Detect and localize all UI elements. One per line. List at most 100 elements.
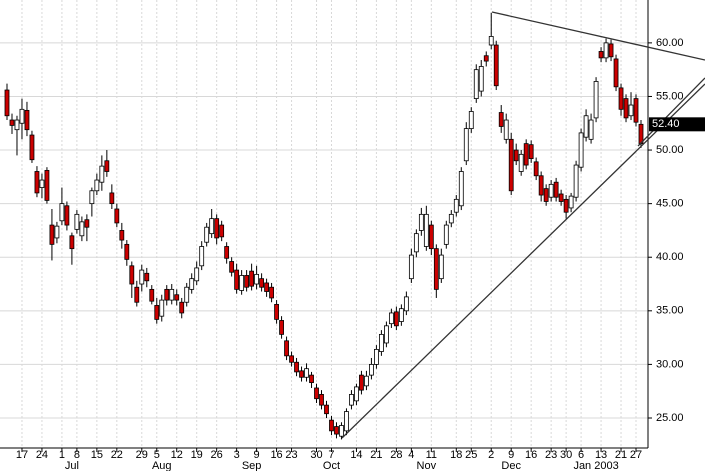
- candle-body: [388, 312, 394, 325]
- candle-body: [568, 195, 574, 209]
- plot-area: [0, 0, 648, 448]
- candle-body: [149, 288, 155, 302]
- x-tick-label: 24: [36, 449, 48, 461]
- candle-body: [179, 301, 185, 314]
- candle-body: [478, 66, 484, 92]
- candle-body: [533, 161, 539, 177]
- x-tick-label: 14: [350, 449, 362, 461]
- candle-body: [558, 193, 564, 202]
- labels: 25.00 30.00 35.00 40.00 45.00 50.00 55.00 60.00…: [16, 37, 705, 471]
- candle-body: [9, 119, 15, 126]
- candle-body: [24, 109, 30, 131]
- candle-body: [618, 87, 624, 110]
- x-tick-label: 30: [310, 449, 322, 461]
- candle-body: [299, 370, 304, 378]
- candle-body: [379, 333, 384, 352]
- candle-body: [518, 153, 524, 172]
- candle-body: [34, 171, 40, 194]
- candle-body: [49, 224, 55, 245]
- candle-body: [438, 254, 444, 280]
- x-tick-label: 21: [615, 449, 627, 461]
- x-tick-label: 12: [171, 449, 183, 461]
- candle-body: [498, 112, 504, 127]
- candle-body: [423, 213, 429, 247]
- x-tick-label: 17: [16, 449, 28, 461]
- candle-body: [284, 340, 289, 357]
- x-tick-label: 9: [508, 449, 514, 461]
- candle-body: [19, 108, 25, 124]
- candle-body: [294, 361, 299, 373]
- candle-body: [134, 286, 140, 303]
- x-tick-label: 1: [59, 449, 65, 461]
- candle-body: [418, 213, 424, 231]
- candle-body: [259, 278, 264, 288]
- candle-body: [74, 213, 80, 230]
- candle-body: [543, 188, 549, 202]
- candle-body: [229, 261, 235, 273]
- candle-body: [573, 164, 579, 198]
- candle-body: [488, 36, 494, 46]
- trendlines: [341, 11, 705, 439]
- trendline: [637, 77, 705, 147]
- y-tick-label: 40.00: [656, 251, 684, 263]
- candle-body: [523, 143, 529, 166]
- y-tick-label: 30.00: [656, 358, 684, 370]
- candle-body: [319, 394, 324, 406]
- candle-body: [204, 226, 210, 243]
- x-tick-label: 23: [285, 449, 297, 461]
- candle-body: [254, 273, 260, 285]
- x-tick-label: 25: [465, 449, 477, 461]
- candle-body: [209, 218, 215, 235]
- candle-body: [463, 128, 469, 162]
- x-group-label: Jul: [65, 460, 79, 471]
- candle-body: [264, 282, 269, 292]
- candle-body: [334, 426, 339, 435]
- trendline: [341, 83, 705, 439]
- candle-body: [393, 311, 399, 327]
- candle-body: [109, 192, 115, 205]
- candle-body: [139, 269, 145, 285]
- candle-body: [309, 374, 314, 384]
- candle-body: [44, 170, 50, 201]
- candle-body: [398, 308, 404, 322]
- candle-body: [184, 286, 190, 303]
- candle-body: [84, 219, 90, 228]
- candle-body: [144, 272, 150, 282]
- x-tick-label: 29: [136, 449, 148, 461]
- last-price-box: [649, 117, 705, 132]
- candle-body: [174, 294, 180, 301]
- x-group-label: Dec: [501, 460, 521, 471]
- candle-body: [279, 320, 284, 335]
- candle-body: [249, 270, 255, 287]
- candle-body: [244, 275, 250, 288]
- candle-body: [384, 325, 389, 344]
- candle-body: [369, 364, 374, 376]
- y-tick-label: 25.00: [656, 412, 684, 424]
- candle-body: [224, 246, 230, 259]
- x-tick-label: 4: [408, 449, 414, 461]
- candle-body: [473, 69, 479, 100]
- x-group-label: Sep: [242, 460, 262, 471]
- candle-body: [508, 138, 514, 192]
- candle-body: [4, 89, 10, 117]
- candle-body: [219, 224, 225, 238]
- candle-body: [234, 269, 240, 290]
- candle-body: [598, 51, 604, 59]
- candle-body: [314, 387, 319, 400]
- candle-body: [359, 374, 364, 391]
- candle-body: [214, 218, 220, 239]
- candle-body: [603, 42, 609, 59]
- candle-body: [64, 205, 70, 226]
- x-tick-label: 2: [488, 449, 494, 461]
- last-price-label: 52.40: [652, 118, 680, 130]
- candle-body: [289, 355, 294, 363]
- candle-body: [563, 198, 569, 213]
- y-tick-label: 55.00: [656, 90, 684, 102]
- x-tick-label: 28: [390, 449, 402, 461]
- candle-body: [433, 248, 439, 290]
- candle-body: [79, 221, 85, 237]
- candle-body: [119, 230, 125, 241]
- x-tick-label: 27: [630, 449, 642, 461]
- x-tick-label: 7: [328, 449, 334, 461]
- candle-body: [354, 386, 359, 402]
